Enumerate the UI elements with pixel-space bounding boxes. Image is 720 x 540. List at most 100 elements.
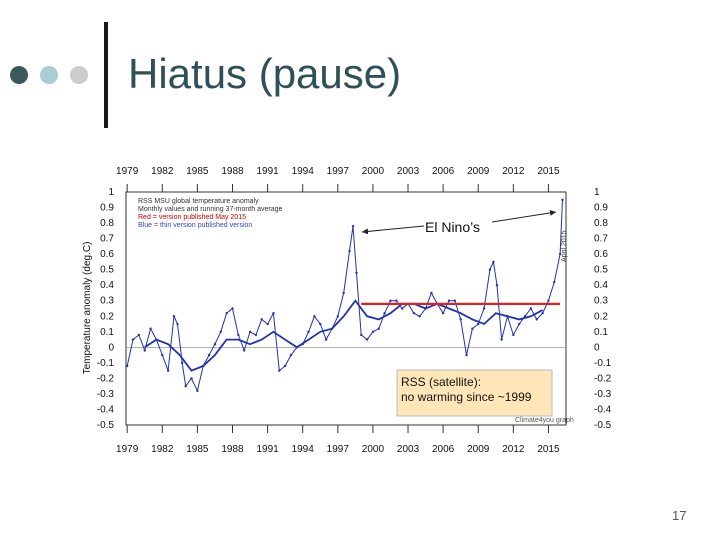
monthly-point bbox=[324, 338, 328, 341]
y-tick-left-2: 0.8 bbox=[100, 218, 114, 229]
monthly-point bbox=[348, 249, 351, 253]
series-running-average-line bbox=[144, 299, 544, 372]
monthly-point bbox=[242, 349, 246, 352]
x-tick-bottom-2012: 2012 bbox=[502, 444, 525, 455]
page-title: Hiatus (pause) bbox=[128, 50, 402, 97]
monthly-point bbox=[342, 291, 345, 295]
y-tick-right-7: 0.3 bbox=[594, 296, 608, 307]
page-number: 17 bbox=[672, 508, 687, 523]
monthly-point bbox=[500, 338, 503, 341]
monthly-point bbox=[383, 311, 386, 315]
y-tick-left-10: 0 bbox=[108, 342, 114, 353]
monthly-point bbox=[395, 299, 398, 302]
monthly-point bbox=[553, 280, 556, 284]
x-tick-top-2015: 2015 bbox=[537, 166, 560, 177]
monthly-point bbox=[418, 315, 421, 318]
y-axis-label: Temperature anomaly (deg.C) bbox=[82, 242, 93, 375]
monthly-point bbox=[430, 291, 433, 295]
y-tick-left-7: 0.3 bbox=[100, 296, 114, 307]
monthly-point bbox=[231, 307, 234, 310]
x-tick-bottom-2000: 2000 bbox=[362, 444, 385, 455]
monthly-point bbox=[477, 322, 480, 326]
y-tick-left-13: -0.3 bbox=[97, 389, 115, 400]
x-tick-bottom-2006: 2006 bbox=[432, 444, 455, 455]
x-tick-bottom-1997: 1997 bbox=[327, 444, 350, 455]
monthly-point bbox=[219, 330, 222, 333]
chart-credit: Climate4you graph bbox=[515, 417, 574, 424]
y-tick-right-6: 0.4 bbox=[594, 280, 608, 291]
x-tick-top-2012: 2012 bbox=[502, 166, 525, 177]
monthly-point bbox=[307, 330, 310, 333]
legend-line-4: Blue = thin version published version bbox=[138, 222, 252, 229]
monthly-point bbox=[377, 327, 380, 330]
monthly-point bbox=[237, 333, 240, 337]
monthly-point bbox=[180, 361, 184, 365]
monthly-point bbox=[289, 353, 293, 357]
x-tick-top-1988: 1988 bbox=[221, 166, 244, 177]
x-tick-bottom-1988: 1988 bbox=[221, 444, 244, 455]
monthly-point bbox=[482, 307, 486, 310]
monthly-point bbox=[351, 224, 355, 228]
y-tick-right-11: -0.1 bbox=[594, 358, 612, 369]
monthly-point bbox=[561, 198, 564, 201]
y-tick-left-8: 0.2 bbox=[100, 311, 114, 322]
monthly-point bbox=[143, 349, 146, 352]
y-tick-left-5: 0.5 bbox=[100, 265, 114, 276]
y-tick-right-1: 0.9 bbox=[594, 203, 608, 214]
monthly-point bbox=[360, 333, 363, 337]
y-tick-left-0: 1 bbox=[108, 187, 114, 198]
el-nino-label: El Nino’s bbox=[425, 219, 480, 235]
y-tick-right-4: 0.6 bbox=[594, 249, 608, 260]
monthly-point bbox=[313, 315, 316, 318]
y-tick-right-9: 0.1 bbox=[594, 327, 608, 338]
monthly-point bbox=[254, 333, 258, 337]
y-tick-right-15: -0.5 bbox=[594, 420, 612, 431]
monthly-point bbox=[441, 311, 445, 315]
monthly-point bbox=[207, 353, 211, 357]
monthly-point bbox=[319, 322, 322, 326]
top-tick-labels: 1979 1982 1985 1988 1991 1994 1997 2000 2003 2006… bbox=[116, 166, 560, 192]
monthly-point bbox=[172, 315, 176, 318]
monthly-point bbox=[266, 322, 269, 326]
monthly-point bbox=[453, 299, 457, 302]
monthly-point bbox=[161, 353, 164, 357]
monthly-point bbox=[125, 364, 129, 368]
y-tick-right-8: 0.2 bbox=[594, 311, 608, 322]
y-tick-left-6: 0.4 bbox=[100, 280, 114, 291]
x-tick-top-2000: 2000 bbox=[362, 166, 385, 177]
monthly-point bbox=[336, 315, 340, 318]
series-layer bbox=[125, 198, 566, 393]
x-tick-bottom-1994: 1994 bbox=[292, 444, 315, 455]
y-tick-right-10: 0 bbox=[594, 342, 600, 353]
monthly-point bbox=[166, 369, 170, 372]
monthly-point bbox=[447, 299, 451, 302]
x-tick-top-1982: 1982 bbox=[151, 166, 174, 177]
el-nino-arrow-left bbox=[361, 225, 425, 235]
monthly-point bbox=[547, 299, 550, 302]
x-tick-bottom-2015: 2015 bbox=[537, 444, 560, 455]
monthly-point bbox=[517, 322, 521, 326]
monthly-point bbox=[176, 322, 179, 326]
legend-line-2: Monthly values and running 37-month aver… bbox=[138, 206, 282, 213]
monthly-point bbox=[492, 260, 495, 264]
x-tick-top-1985: 1985 bbox=[186, 166, 209, 177]
x-tick-bottom-1979: 1979 bbox=[116, 444, 139, 455]
monthly-point bbox=[471, 327, 474, 330]
x-tick-top-2009: 2009 bbox=[467, 166, 490, 177]
y-tick-right-12: -0.2 bbox=[594, 373, 612, 384]
x-tick-top-2003: 2003 bbox=[397, 166, 420, 177]
monthly-point bbox=[149, 327, 152, 330]
y-tick-left-12: -0.2 bbox=[97, 373, 115, 384]
y-tick-left-1: 0.9 bbox=[100, 203, 114, 214]
y-tick-right-5: 0.5 bbox=[594, 265, 608, 276]
x-tick-bottom-2003: 2003 bbox=[397, 444, 420, 455]
monthly-point bbox=[260, 318, 263, 321]
bottom-tick-labels: 1979 1982 1985 1988 1991 1994 1997 2000 2003 2006… bbox=[116, 425, 560, 455]
y-tick-right-14: -0.4 bbox=[594, 404, 612, 415]
y-tick-right-3: 0.7 bbox=[594, 234, 608, 245]
x-tick-bottom-1991: 1991 bbox=[256, 444, 279, 455]
x-tick-bottom-1982: 1982 bbox=[151, 444, 174, 455]
x-tick-top-1991: 1991 bbox=[256, 166, 279, 177]
y-tick-left-15: -0.5 bbox=[97, 420, 115, 431]
